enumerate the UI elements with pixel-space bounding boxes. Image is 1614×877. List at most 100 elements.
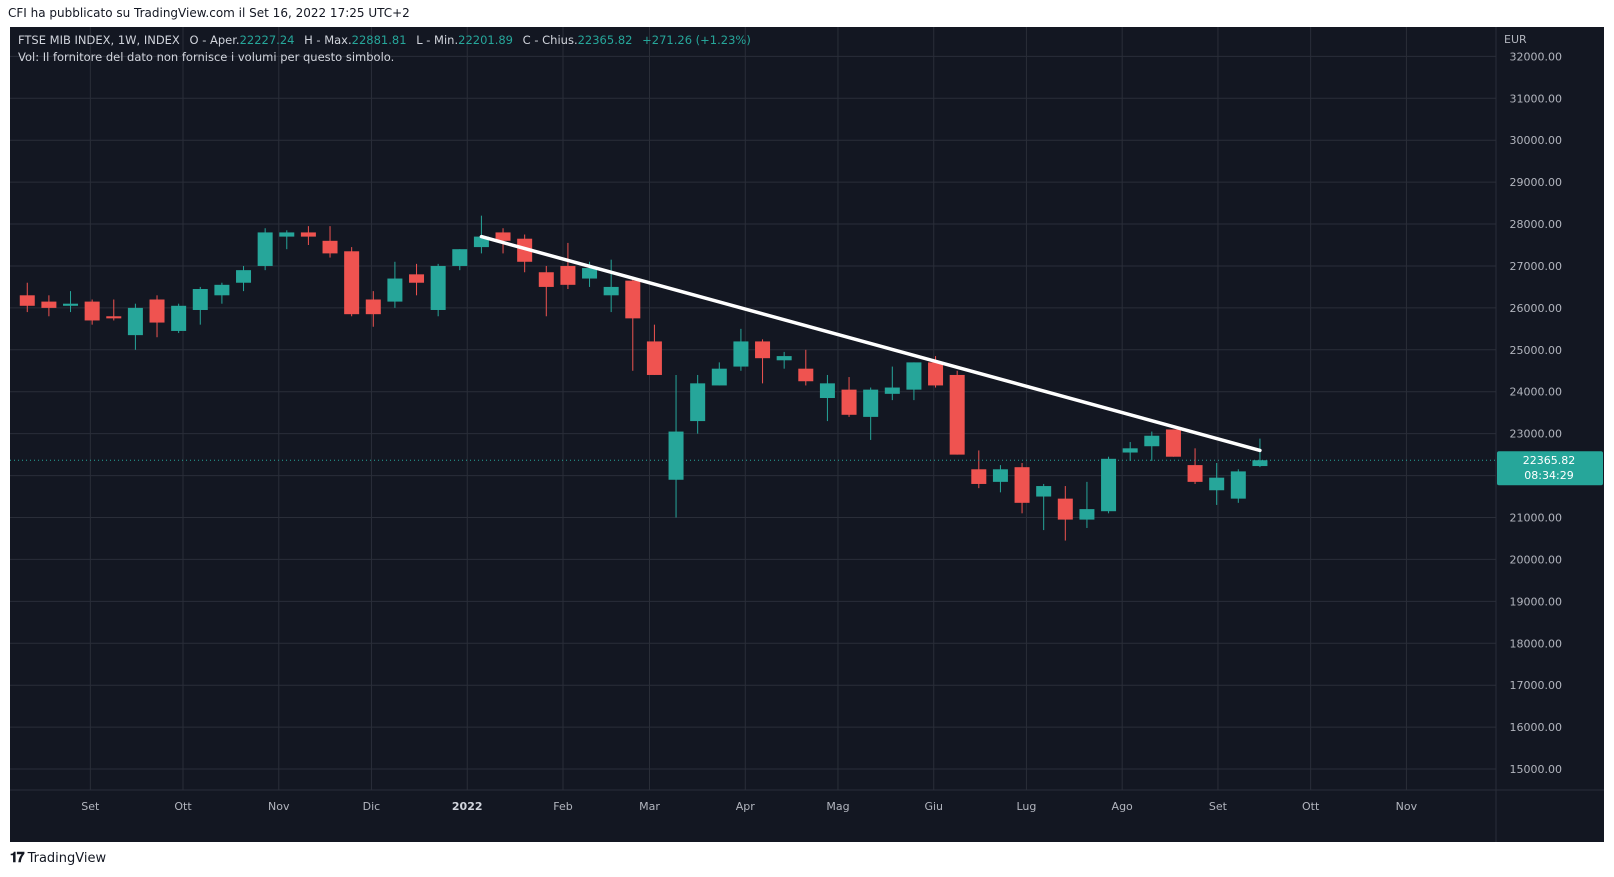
candle-up (1230, 471, 1246, 499)
candle-up (192, 289, 208, 310)
x-tick-label: Apr (736, 800, 756, 813)
close-value: 22365.82 (577, 33, 633, 47)
y-tick-label: 29000.00 (1510, 176, 1563, 189)
candle-up (1036, 486, 1052, 497)
y-tick-label: 24000.00 (1510, 386, 1563, 399)
candle-up (733, 341, 749, 367)
ohlc-legend: FTSE MIB INDEX, 1W, INDEX O - Aper.22227… (18, 33, 751, 47)
low-label: L - Min. (416, 33, 459, 47)
x-tick-label: Ott (1302, 800, 1320, 813)
x-tick-label: Set (1209, 800, 1228, 813)
y-tick-label: 16000.00 (1510, 721, 1563, 734)
candle-up (1252, 460, 1268, 467)
bar-countdown: 08:34:29 (1524, 469, 1573, 482)
candle-down (949, 374, 965, 455)
x-tick-label: Feb (553, 800, 572, 813)
close-label: C - Chius. (522, 33, 578, 47)
y-tick-label: 25000.00 (1510, 344, 1563, 357)
candle-down (19, 295, 35, 306)
candle-down (538, 272, 554, 287)
high-label: H - Max. (304, 33, 352, 47)
candle-down (106, 316, 122, 319)
candle-up (430, 265, 446, 310)
low-value: 22201.89 (458, 33, 513, 47)
x-tick-label: Lug (1016, 800, 1036, 813)
y-tick-label: 30000.00 (1510, 134, 1563, 147)
candle-down (344, 251, 360, 315)
candle-down (84, 301, 100, 321)
candle-down (928, 362, 944, 386)
axes: EUR 15000.00 16000.00 17000.00 18000.00 19000… (10, 27, 1604, 842)
y-tick-label: 27000.00 (1510, 260, 1563, 273)
y-tick-label: 20000.00 (1510, 553, 1563, 566)
last-price-value: 22365.82 (1523, 454, 1576, 467)
candle-up (906, 362, 922, 390)
candle-up (1122, 448, 1138, 453)
candle-up (214, 284, 230, 296)
symbol-label: FTSE MIB INDEX, 1W, INDEX (18, 33, 180, 47)
candle-up (884, 387, 900, 394)
y-tick-label: 28000.00 (1510, 218, 1563, 231)
trendline (479, 234, 1262, 453)
y-tick-label: 15000.00 (1510, 763, 1563, 776)
x-tick-label: Mar (639, 800, 660, 813)
x-tick-label: Giu (924, 800, 943, 813)
y-tick-label: 17000.00 (1510, 679, 1563, 692)
candle-up (279, 232, 295, 237)
candle-up (711, 368, 727, 386)
x-tick-label: 2022 (452, 800, 483, 813)
published-by-header: CFI ha pubblicato su TradingView.com il … (8, 6, 410, 20)
x-tick-label: Nov (268, 800, 290, 813)
grid-lines (10, 27, 1496, 790)
candle-down (560, 265, 576, 285)
candle-down (841, 389, 857, 415)
candle-down (149, 299, 165, 323)
candle-up (690, 383, 706, 422)
currency-label: EUR (1504, 33, 1527, 46)
candle-down (1187, 465, 1203, 482)
candle-up (668, 431, 684, 480)
x-tick-label: Ago (1112, 800, 1134, 813)
candle-down (971, 469, 987, 484)
candle-down (798, 368, 814, 382)
candle-up (257, 232, 273, 266)
candle-down (41, 301, 57, 308)
candle-up (992, 469, 1008, 482)
candle-up (1209, 477, 1225, 491)
candle-up (582, 268, 598, 279)
candle-down (755, 341, 771, 359)
candle-down (625, 280, 641, 319)
candle-up (127, 307, 143, 336)
tradingview-logo-icon: 𝟏𝟕 (10, 850, 25, 866)
candle-down (495, 232, 511, 241)
y-tick-label: 32000.00 (1510, 50, 1563, 63)
candle-down (1165, 429, 1181, 457)
candle-down (1014, 467, 1030, 503)
x-tick-label: Ott (174, 800, 192, 813)
chart-area[interactable]: EUR 15000.00 16000.00 17000.00 18000.00 19000… (10, 27, 1604, 842)
y-tick-label: 23000.00 (1510, 428, 1563, 441)
y-tick-label: 19000.00 (1510, 595, 1563, 608)
candle-up (473, 236, 489, 248)
x-tick-label: Mag (826, 800, 849, 813)
candle-down (646, 341, 662, 375)
candle-down (1057, 498, 1073, 520)
candle-up (171, 305, 187, 331)
trendline-layer (10, 234, 1496, 461)
candle-up (452, 249, 468, 266)
footer-brand[interactable]: 𝟏𝟕 TradingView (10, 850, 106, 866)
y-tick-label: 21000.00 (1510, 512, 1563, 525)
footer-brand-label: TradingView (27, 850, 107, 866)
x-tick-label: Dic (363, 800, 381, 813)
x-tick-label: Set (81, 800, 100, 813)
y-tick-label: 31000.00 (1510, 92, 1563, 105)
last-price-tag (1497, 451, 1603, 486)
candle-up (63, 303, 79, 306)
candle-up (1079, 509, 1095, 520)
candlestick-chart[interactable]: EUR 15000.00 16000.00 17000.00 18000.00 19000… (10, 27, 1604, 842)
candle-up (776, 356, 792, 361)
candle-up (236, 270, 252, 283)
volume-note: Vol: Il fornitore del dato non fornisce … (18, 50, 395, 64)
candle-up (819, 383, 835, 399)
candle-up (1144, 435, 1160, 447)
